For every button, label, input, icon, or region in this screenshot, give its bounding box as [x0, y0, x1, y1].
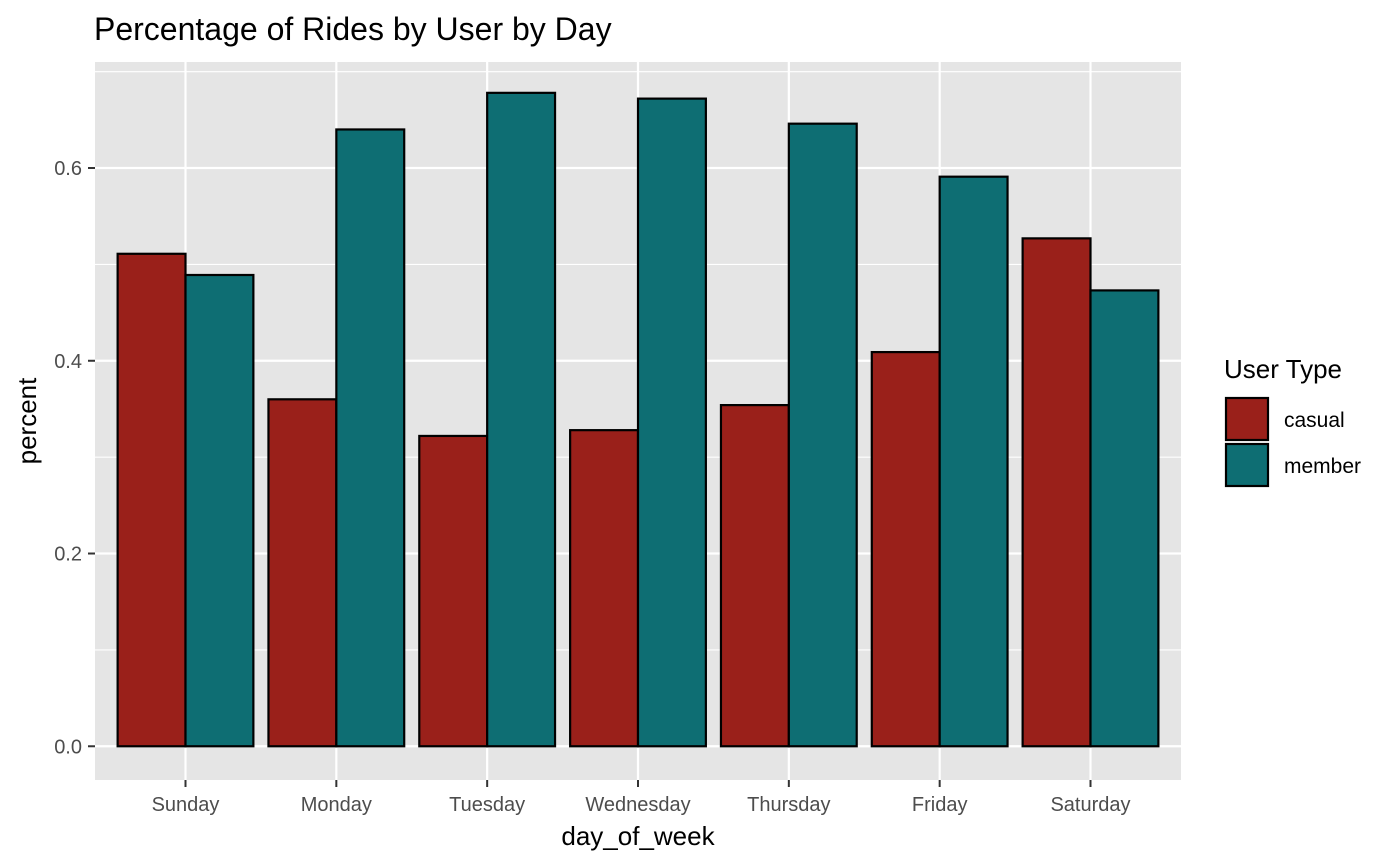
bar-casual-wednesday — [569, 429, 640, 748]
bar-member-friday — [938, 175, 1009, 748]
y-tick-label: 0.6 — [54, 158, 82, 180]
y-tick-label: 0.2 — [54, 544, 82, 566]
bar-member-monday — [335, 128, 406, 748]
bar-casual-monday — [267, 398, 338, 748]
bar-casual-saturday — [1021, 237, 1092, 748]
bar-casual-tuesday — [418, 434, 489, 748]
bar-casual-friday — [870, 350, 941, 748]
y-tick-label: 0.0 — [54, 736, 82, 758]
x-tick-label: Sunday — [152, 794, 220, 816]
x-tick-label: Friday — [912, 794, 968, 816]
bar-casual-sunday — [116, 252, 187, 748]
legend-key-casual — [1224, 396, 1270, 442]
y-axis: 0.0 0.2 0.4 0.6 — [54, 158, 95, 758]
bar-member-sunday — [184, 273, 255, 748]
legend-label-casual: casual — [1284, 409, 1345, 432]
bar-member-wednesday — [636, 97, 707, 748]
legend: User Type casual member — [1224, 354, 1361, 488]
y-axis-title: percent — [12, 377, 42, 464]
x-tick-label: Monday — [301, 794, 372, 816]
x-axis: Sunday Monday Tuesday Wednesday Thursday Frid… — [152, 780, 1131, 816]
chart-title: Percentage of Rides by User by Day — [94, 11, 612, 47]
bar-member-thursday — [787, 122, 858, 748]
legend-title: User Type — [1224, 354, 1342, 384]
bars — [116, 91, 1160, 748]
bar-member-saturday — [1089, 289, 1160, 748]
x-axis-title: day_of_week — [561, 821, 715, 851]
legend-label-member: member — [1284, 455, 1361, 478]
y-tick-label: 0.4 — [54, 351, 82, 373]
x-tick-label: Saturday — [1050, 794, 1130, 816]
bar-casual-thursday — [719, 403, 790, 748]
x-tick-label: Wednesday — [585, 794, 690, 816]
legend-key-member — [1224, 442, 1270, 488]
x-tick-label: Thursday — [747, 794, 830, 816]
x-tick-label: Tuesday — [449, 794, 525, 816]
bar-member-tuesday — [486, 91, 557, 748]
